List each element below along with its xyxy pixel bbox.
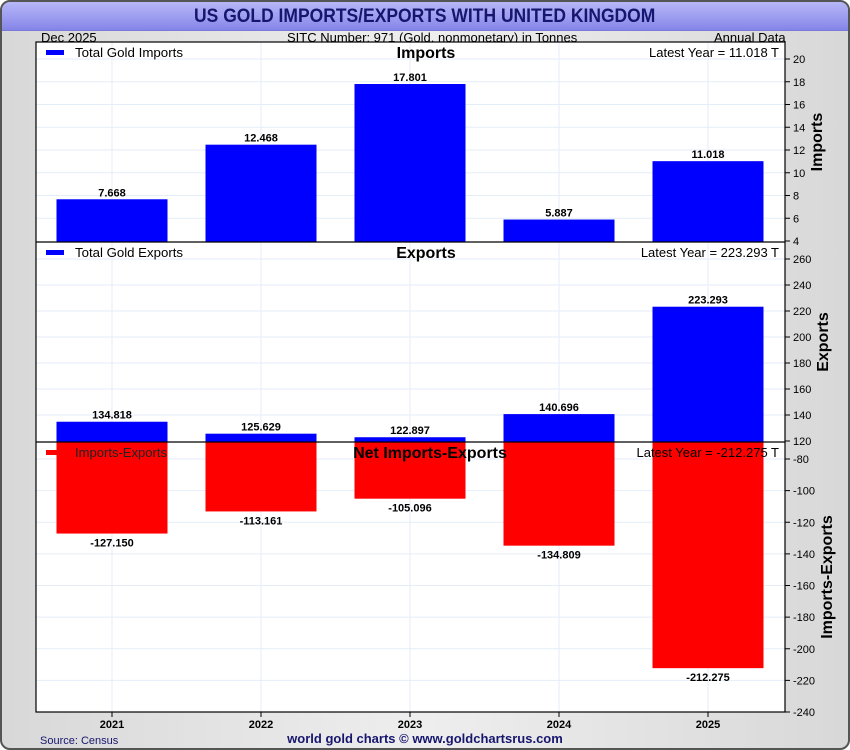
panel-title-net: Net Imports-Exports <box>353 445 507 462</box>
y-tick-label: 220 <box>793 306 811 318</box>
legend-swatch-imports <box>46 50 64 55</box>
data-label-net: -134.809 <box>537 550 580 562</box>
frequency-label: Annual Data <box>714 30 786 45</box>
bar-net-2022 <box>205 442 317 512</box>
data-label-exports: 134.818 <box>92 410 132 422</box>
bar-exports-2021 <box>56 421 168 442</box>
y-tick-label: -120 <box>793 517 815 529</box>
x-tick-label: 2023 <box>398 719 422 731</box>
date-label: Dec 2025 <box>41 30 97 45</box>
y-tick-label: -240 <box>793 707 815 719</box>
data-label-imports: 17.801 <box>393 72 427 84</box>
x-tick-label: 2025 <box>696 719 720 731</box>
y-axis-title-imports: Imports <box>809 113 826 172</box>
bar-exports-2022 <box>205 433 317 442</box>
data-label-exports: 140.696 <box>539 402 579 414</box>
y-tick-label: 240 <box>793 280 811 292</box>
panel-title-imports: Imports <box>397 45 456 62</box>
legend-label-exports: Total Gold Exports <box>75 245 184 260</box>
y-tick-label: 6 <box>793 213 799 225</box>
y-axis-title-exports: Exports <box>815 312 832 372</box>
y-tick-label: 12 <box>793 145 805 157</box>
bar-imports-2021 <box>56 199 168 242</box>
y-tick-label: -100 <box>793 486 815 498</box>
y-tick-label: -140 <box>793 549 815 561</box>
x-tick-label: 2021 <box>100 719 124 731</box>
source-label: Source: Census <box>40 735 119 747</box>
data-label-imports: 5.887 <box>545 208 573 220</box>
bar-exports-2024 <box>503 414 615 442</box>
title-bar: US GOLD IMPORTS/EXPORTS WITH UNITED KING… <box>2 2 848 31</box>
latest-year-label-exports: Latest Year = 223.293 T <box>641 245 779 260</box>
data-label-imports: 7.668 <box>98 187 126 199</box>
bar-net-2023 <box>354 442 466 499</box>
x-tick-label: 2022 <box>249 719 273 731</box>
data-label-net: -212.275 <box>686 672 729 684</box>
bar-imports-2024 <box>503 219 615 242</box>
y-tick-label: 10 <box>793 168 805 180</box>
data-label-exports: 223.293 <box>688 295 728 307</box>
data-label-imports: 12.468 <box>244 133 278 145</box>
y-tick-label: -160 <box>793 581 815 593</box>
y-tick-label: 260 <box>793 254 811 266</box>
data-label-net: -105.096 <box>388 503 431 515</box>
bar-net-2024 <box>503 442 615 546</box>
bar-net-2021 <box>56 442 168 534</box>
y-tick-label: -220 <box>793 675 815 687</box>
y-tick-label: 180 <box>793 358 811 370</box>
latest-year-label-imports: Latest Year = 11.018 T <box>649 45 779 60</box>
y-tick-label: 120 <box>793 436 811 448</box>
y-tick-label: 8 <box>793 191 799 203</box>
data-label-exports: 122.897 <box>390 425 430 437</box>
x-tick-label: 2024 <box>547 719 572 731</box>
data-label-net: -113.161 <box>240 515 283 527</box>
y-tick-label: -200 <box>793 644 815 656</box>
bar-imports-2022 <box>205 144 317 242</box>
y-tick-label: -80 <box>793 454 809 466</box>
bar-net-2025 <box>652 442 764 669</box>
y-tick-label: 4 <box>793 236 799 248</box>
y-tick-label: 160 <box>793 384 811 396</box>
bar-exports-2023 <box>354 437 466 442</box>
y-tick-label: 20 <box>793 54 805 66</box>
y-tick-label: 14 <box>793 122 805 134</box>
y-tick-label: 200 <box>793 332 811 344</box>
y-axis-title-net: Imports-Exports <box>819 515 836 639</box>
subtitle-label: SITC Number: 971 (Gold, nonmonetary) in … <box>287 30 578 45</box>
y-tick-label: 140 <box>793 410 811 422</box>
credit-label: world gold charts © www.goldchartsrus.co… <box>287 731 563 746</box>
y-tick-label: 16 <box>793 100 805 112</box>
y-tick-label: 18 <box>793 77 805 89</box>
chart-title: US GOLD IMPORTS/EXPORTS WITH UNITED KING… <box>194 6 656 27</box>
data-label-imports: 11.018 <box>691 149 724 161</box>
legend-swatch-net <box>46 450 64 455</box>
bar-exports-2025 <box>652 306 764 442</box>
y-tick-label: -180 <box>793 612 815 624</box>
bar-imports-2025 <box>652 161 764 242</box>
legend-swatch-exports <box>46 250 64 255</box>
data-label-exports: 125.629 <box>241 422 281 434</box>
data-label-net: -127.150 <box>90 538 133 550</box>
legend-label-imports: Total Gold Imports <box>75 45 183 60</box>
legend-label-net: Imports-Exports <box>75 445 167 460</box>
panel-title-exports: Exports <box>396 245 456 262</box>
latest-year-label-net: Latest Year = -212.275 T <box>636 445 779 460</box>
bar-imports-2023 <box>354 84 466 242</box>
